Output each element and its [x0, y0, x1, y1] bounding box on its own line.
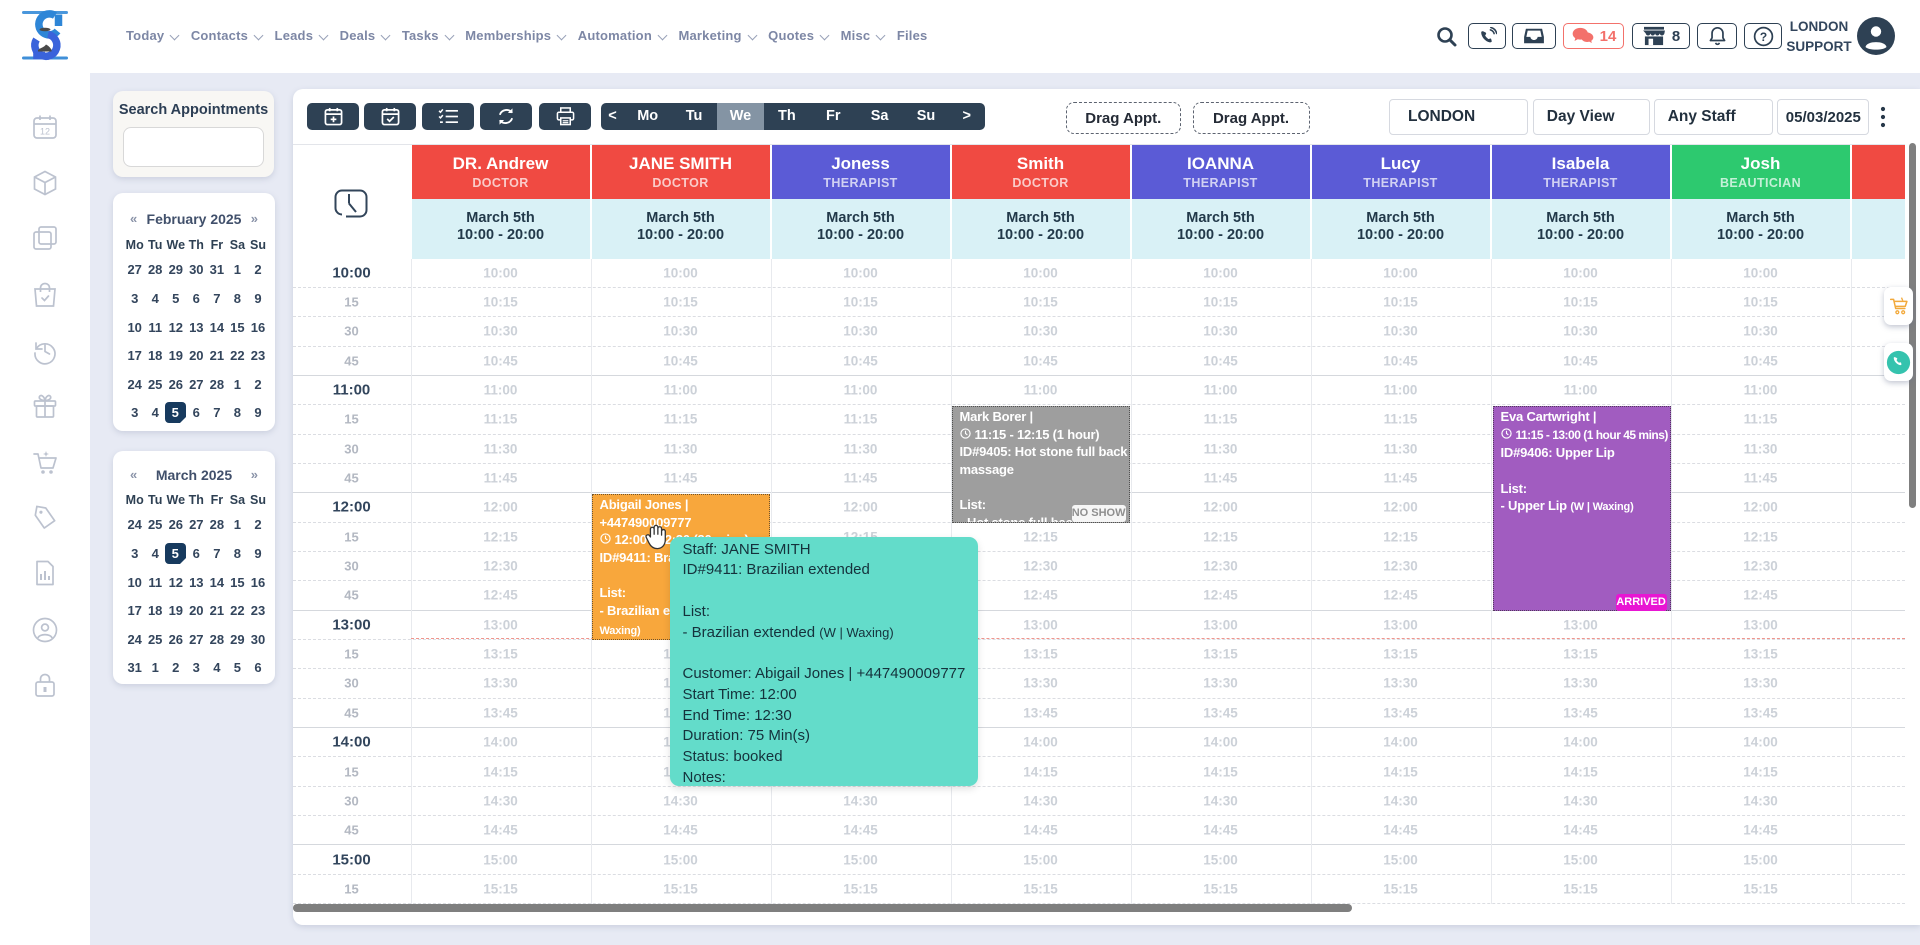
svg-text:12: 12: [40, 127, 50, 137]
svg-text:?: ?: [1759, 29, 1766, 43]
